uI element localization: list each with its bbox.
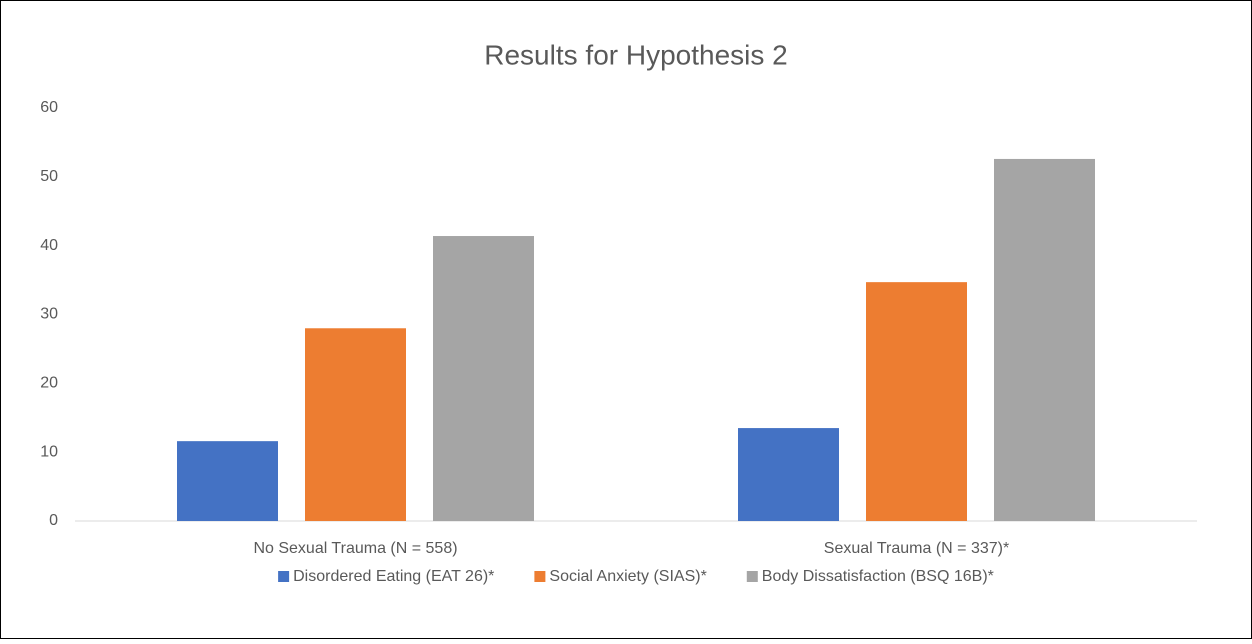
bar [177, 441, 278, 521]
y-tick-label: 60 [40, 99, 58, 116]
bar [994, 158, 1095, 522]
bar [866, 282, 967, 521]
legend-label: Social Anxiety (SIAS)* [549, 568, 706, 585]
x-tick-label: Sexual Trauma (N = 337)* [824, 540, 1009, 557]
y-tick-label: 0 [49, 512, 58, 529]
legend-swatch [534, 571, 546, 582]
bar [305, 328, 406, 521]
bar [738, 428, 839, 521]
y-tick-label: 30 [40, 306, 58, 323]
legend-label: Body Dissatisfaction (BSQ 16B)* [762, 568, 994, 585]
legend-label: Disordered Eating (EAT 26)* [293, 568, 494, 585]
y-tick-label: 20 [40, 375, 58, 392]
chart-title: Results for Hypothesis 2 [484, 39, 787, 70]
bar [433, 236, 534, 521]
legend-swatch [278, 571, 290, 582]
x-tick-label: No Sexual Trauma (N = 558) [253, 540, 457, 557]
y-tick-label: 50 [40, 168, 58, 185]
y-tick-label: 10 [40, 443, 58, 460]
legend-swatch [746, 571, 758, 582]
y-tick-label: 40 [40, 237, 58, 254]
